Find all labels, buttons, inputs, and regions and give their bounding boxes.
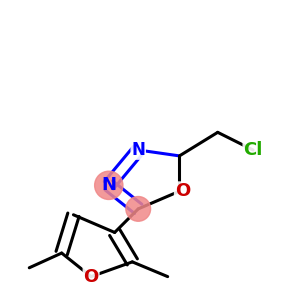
Circle shape [94, 171, 123, 200]
Text: N: N [131, 141, 145, 159]
Text: Cl: Cl [243, 141, 263, 159]
Circle shape [126, 196, 151, 221]
Text: N: N [101, 176, 116, 194]
Text: O: O [175, 182, 190, 200]
Text: O: O [83, 268, 99, 286]
